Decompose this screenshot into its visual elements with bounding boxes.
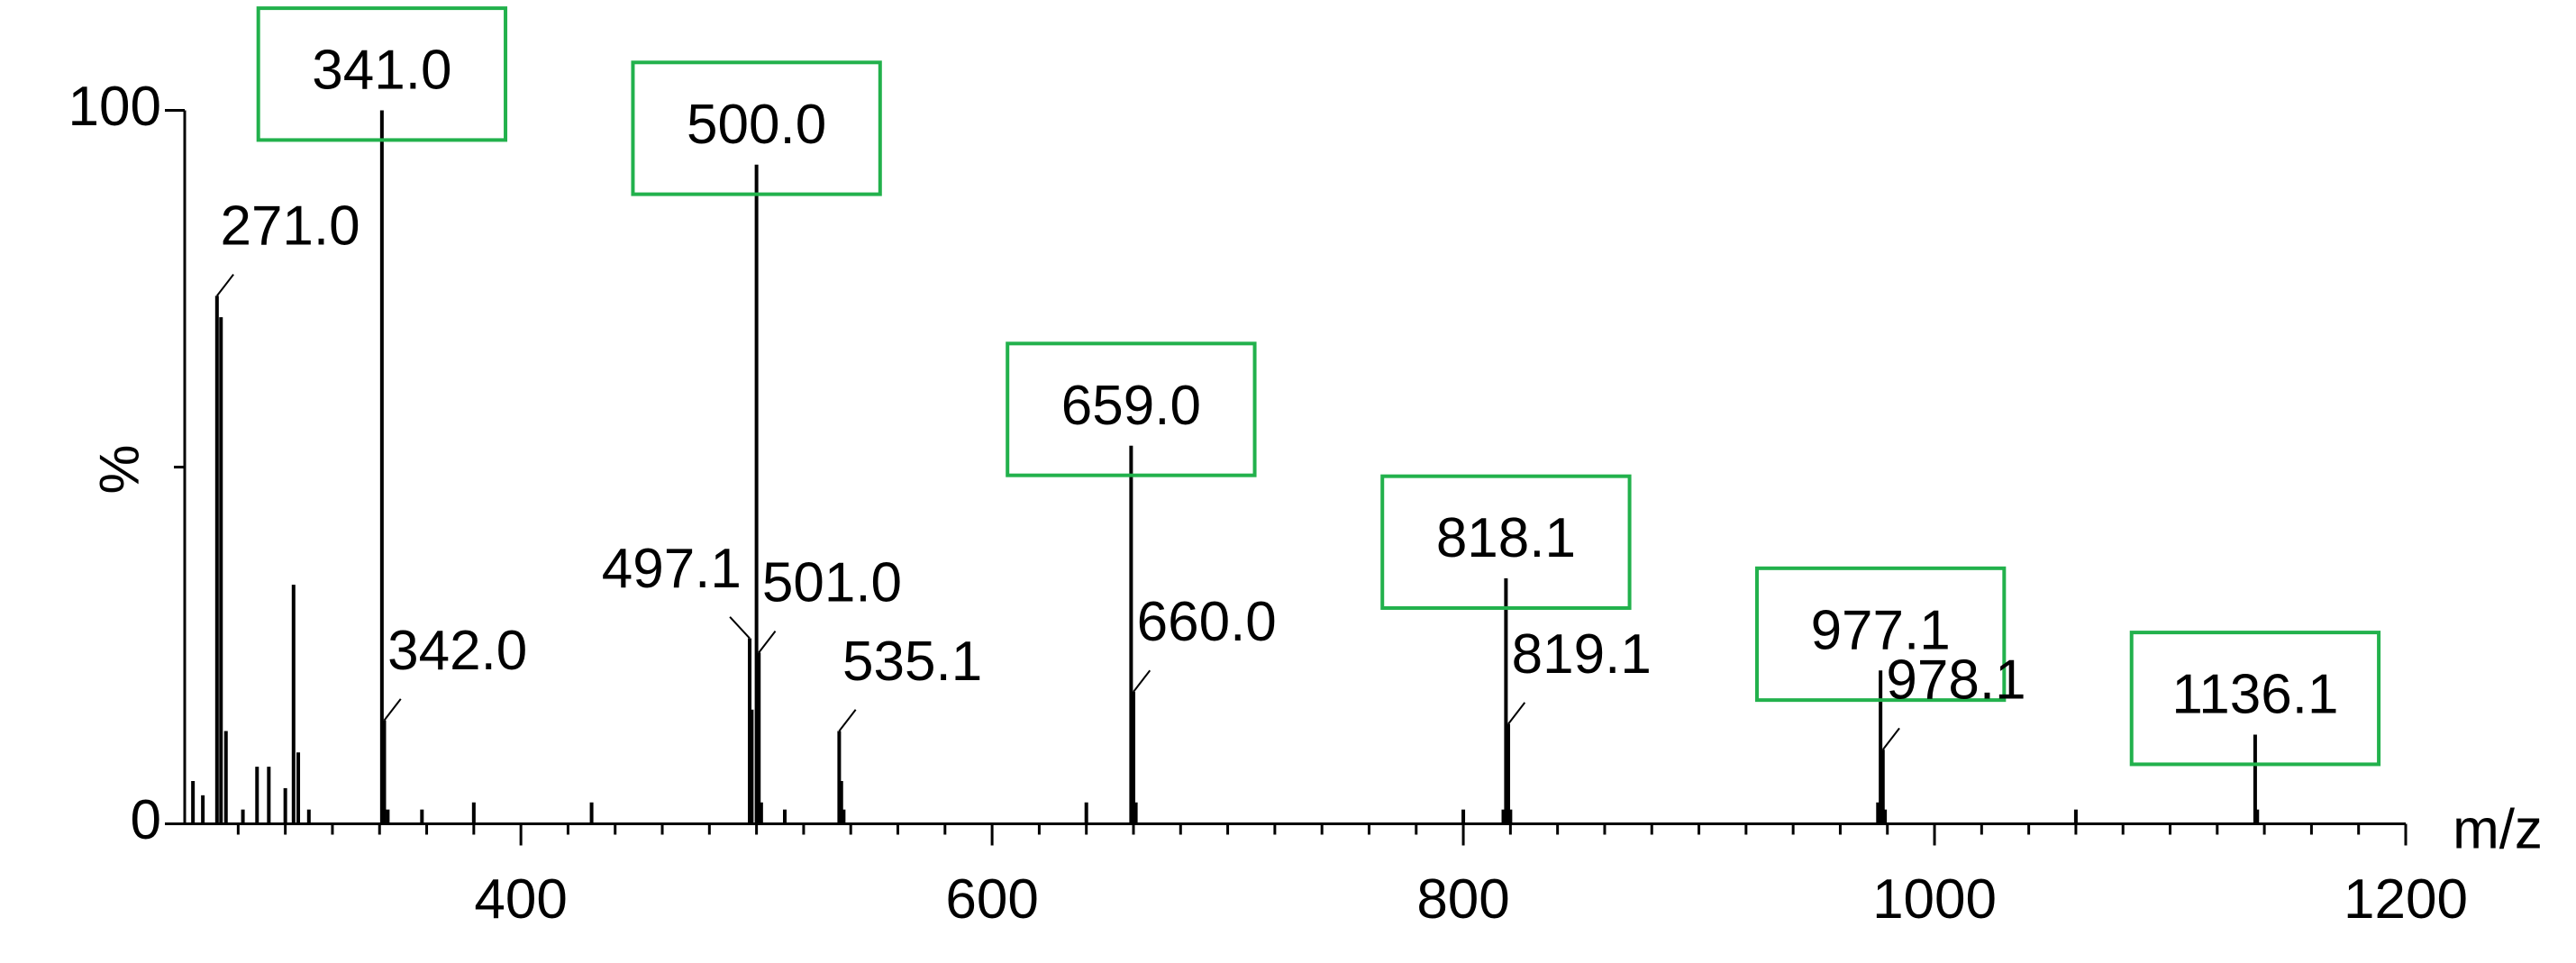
peak-label: 818.1 (1436, 507, 1576, 569)
leader-line (216, 274, 234, 297)
peak-label: 535.1 (842, 631, 982, 693)
label-box (256, 6, 508, 142)
leader-line (1133, 669, 1151, 693)
peak-label: 497.1 (602, 538, 742, 600)
x-tick-label: 400 (474, 868, 567, 931)
label-box (631, 60, 882, 196)
peak-label: 501.0 (762, 552, 902, 614)
leader-line (838, 709, 857, 732)
label-box (2129, 631, 2381, 767)
x-tick-label: 600 (945, 868, 1038, 931)
x-axis-label: m/z (2453, 798, 2543, 860)
label-box (1380, 474, 1632, 610)
leader-line (729, 616, 751, 640)
peak-label: 500.0 (687, 94, 826, 156)
label-box (1006, 341, 1257, 477)
peak-label: 341.0 (312, 40, 451, 102)
label-box (1754, 566, 2007, 703)
y-tick-label: 0 (131, 789, 161, 851)
peak-label: 819.1 (1512, 623, 1652, 686)
peak-label: 977.1 (1811, 599, 1951, 661)
peak-label: 1136.1 (2171, 664, 2338, 726)
leader-line (1881, 727, 1900, 750)
peak-label: 660.0 (1137, 591, 1277, 653)
peak-label: 659.0 (1061, 375, 1201, 437)
leader-line (1507, 702, 1526, 725)
leader-line (758, 631, 777, 654)
peak-label: 342.0 (387, 620, 527, 682)
peak-label: 978.1 (1886, 649, 2025, 711)
peak-label: 271.0 (220, 195, 360, 258)
x-tick-label: 1200 (2344, 868, 2468, 931)
leader-line (383, 698, 402, 722)
x-tick-label: 1000 (1872, 868, 1997, 931)
y-axis-label: % (88, 444, 150, 494)
x-tick-label: 800 (1416, 868, 1509, 931)
y-tick-label: 100 (68, 76, 161, 138)
